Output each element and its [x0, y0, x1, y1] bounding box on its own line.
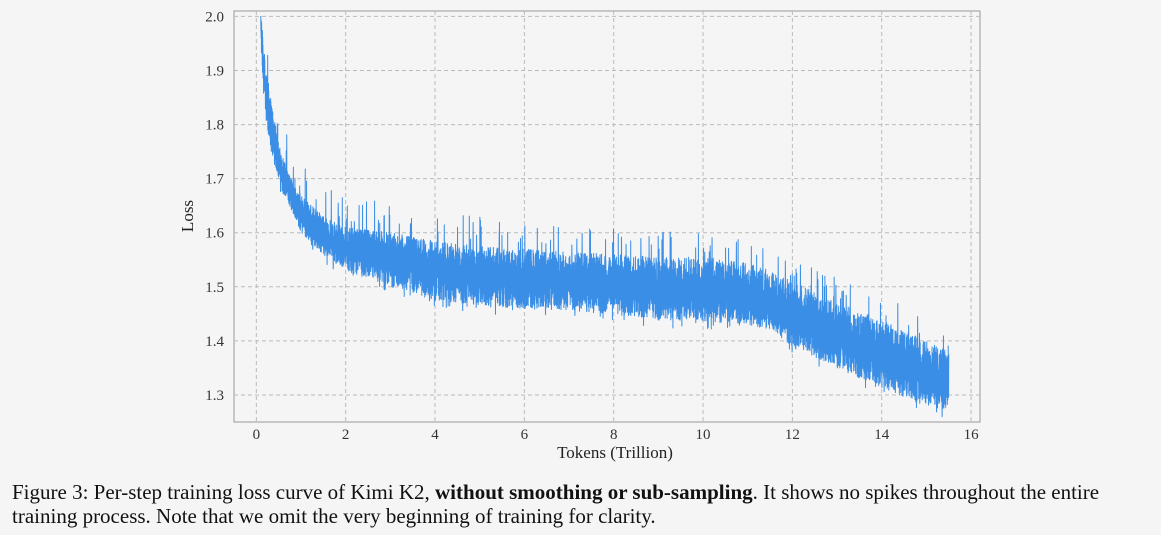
grid: [234, 11, 980, 422]
y-axis-label: Loss: [178, 200, 197, 232]
y-tick-label: 1.3: [205, 388, 224, 404]
caption-prefix: Figure 3: Per-step training loss curve o…: [12, 480, 436, 504]
x-axis-label: Tokens (Trillion): [557, 443, 673, 462]
y-tick-label: 1.6: [205, 226, 224, 242]
y-tick-label: 2.0: [205, 9, 224, 25]
x-axis-ticks: 0 2 4 6 8 10 12 14 16: [253, 427, 979, 443]
y-tick-label: 1.9: [205, 63, 224, 79]
caption-bold: without smoothing or sub-sampling: [435, 480, 753, 504]
y-tick-label: 1.4: [205, 334, 224, 350]
y-tick-label: 1.5: [205, 280, 224, 296]
x-tick-label: 16: [964, 427, 980, 443]
x-tick-label: 12: [785, 427, 800, 443]
x-tick-label: 14: [874, 427, 890, 443]
x-tick-label: 10: [696, 427, 711, 443]
loss-chart: 0 2 4 6 8 10 12 14 16 1.3 1.4 1.5 1.6 1.7 1.8 1.9 2.0 T…: [178, 9, 981, 462]
x-tick-label: 4: [431, 427, 439, 443]
y-axis-ticks: 1.3 1.4 1.5 1.6 1.7 1.8 1.9 2.0: [205, 9, 224, 404]
caption-suffix: . It shows no spikes throughout the enti…: [12, 480, 1100, 528]
x-tick-label: 2: [342, 427, 350, 443]
x-tick-label: 6: [521, 427, 529, 443]
y-tick-label: 1.8: [205, 118, 224, 134]
y-tick-label: 1.7: [205, 172, 224, 188]
loss-series: [260, 16, 950, 418]
figure-caption: Figure 3: Per-step training loss curve o…: [12, 480, 1157, 528]
x-tick-label: 8: [610, 427, 618, 443]
loss-line: [260, 16, 950, 418]
x-tick-label: 0: [253, 427, 261, 443]
